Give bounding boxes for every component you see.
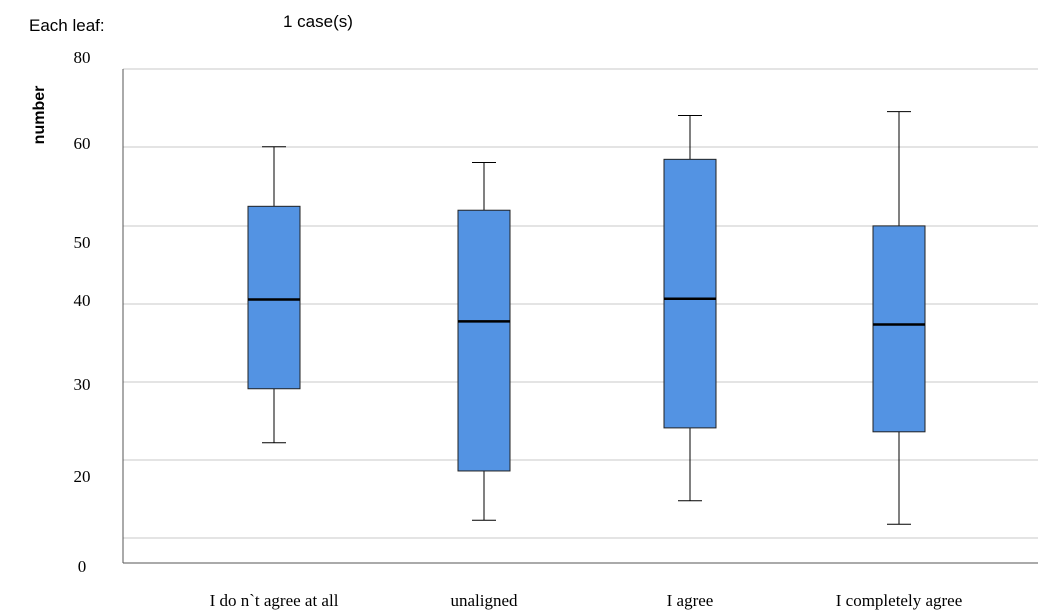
box-iqr: [872, 225, 926, 433]
x-tick-label: I agree: [667, 591, 714, 610]
leaf-value: 1 case(s): [283, 12, 353, 31]
leaf-label: Each leaf:: [29, 16, 105, 35]
x-tick-labels: I do n`t agree at all unaligned I agree I c…: [210, 591, 963, 610]
y-tick-labels: 0 20 30 40 50 60 80: [74, 48, 91, 576]
y-tick-label: 40: [74, 291, 91, 310]
y-tick-label: 80: [74, 48, 91, 67]
y-tick-label: 50: [74, 233, 91, 252]
box-group: [663, 114, 717, 502]
boxes: [247, 111, 926, 525]
y-tick-label: 20: [74, 467, 91, 486]
y-tick-label: 0: [78, 557, 87, 576]
y-tick-label: 30: [74, 375, 91, 394]
box-group: [872, 111, 926, 525]
x-tick-label: I do n`t agree at all: [210, 591, 339, 610]
box-group: [247, 146, 301, 444]
box-iqr: [457, 209, 511, 472]
y-axis-title: number: [31, 86, 48, 145]
box-iqr: [663, 158, 717, 429]
x-tick-label: I completely agree: [836, 591, 963, 610]
y-tick-label: 60: [74, 134, 91, 153]
box-iqr: [247, 205, 301, 390]
x-tick-label: unaligned: [450, 591, 518, 610]
box-group: [457, 161, 511, 521]
